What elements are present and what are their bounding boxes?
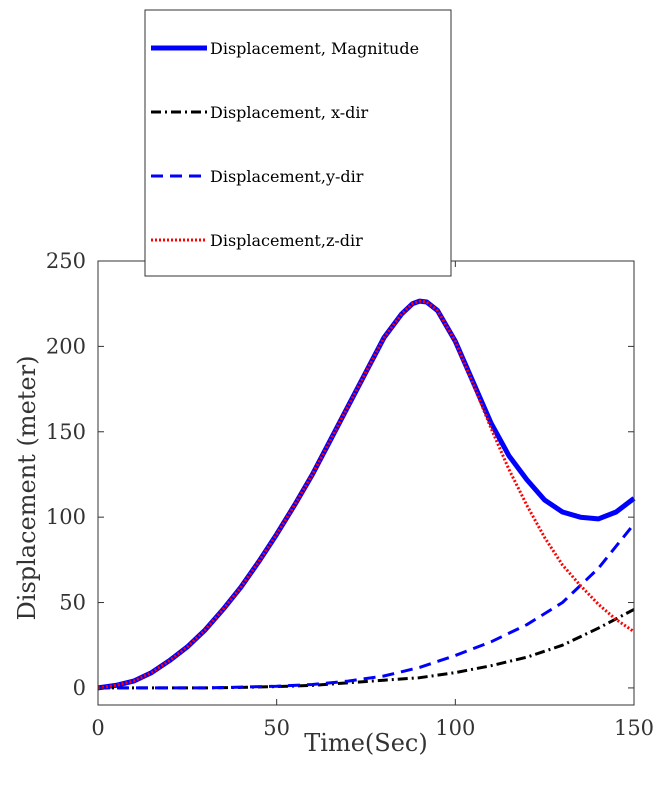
x-axis-label: Time(Sec) — [304, 729, 427, 757]
legend-box — [144, 9, 452, 277]
x-tick-label: 100 — [435, 716, 475, 740]
y-tick-label: 0 — [73, 676, 86, 700]
legend-label: Displacement,y-dir — [210, 167, 364, 186]
x-tick-label: 0 — [91, 716, 104, 740]
x-tick-label: 50 — [263, 716, 290, 740]
y-tick-label: 150 — [46, 420, 86, 444]
axis-ticks: 0 50 100 150 0 50 100 150 200 250 — [46, 249, 654, 740]
legend-label: Displacement,z-dir — [210, 231, 363, 250]
legend-label: Displacement, x-dir — [210, 103, 369, 122]
series-line-1 — [97, 298, 636, 691]
y-tick-label: 100 — [46, 505, 86, 529]
series-line-2 — [98, 608, 635, 690]
y-tick-label: 50 — [59, 591, 86, 615]
y-axis-label: Displacement (meter) — [13, 356, 41, 621]
plot-lines — [97, 298, 636, 691]
legend: Displacement, Magnitude Displacement, x-d… — [144, 9, 452, 277]
legend-label: Displacement, Magnitude — [210, 39, 419, 58]
y-tick-label: 200 — [46, 334, 86, 358]
axes-box — [97, 260, 635, 706]
series-line-4 — [97, 299, 635, 690]
y-tick-label: 250 — [46, 249, 86, 273]
x-tick-label: 150 — [614, 716, 654, 740]
series-line-3 — [98, 523, 636, 690]
